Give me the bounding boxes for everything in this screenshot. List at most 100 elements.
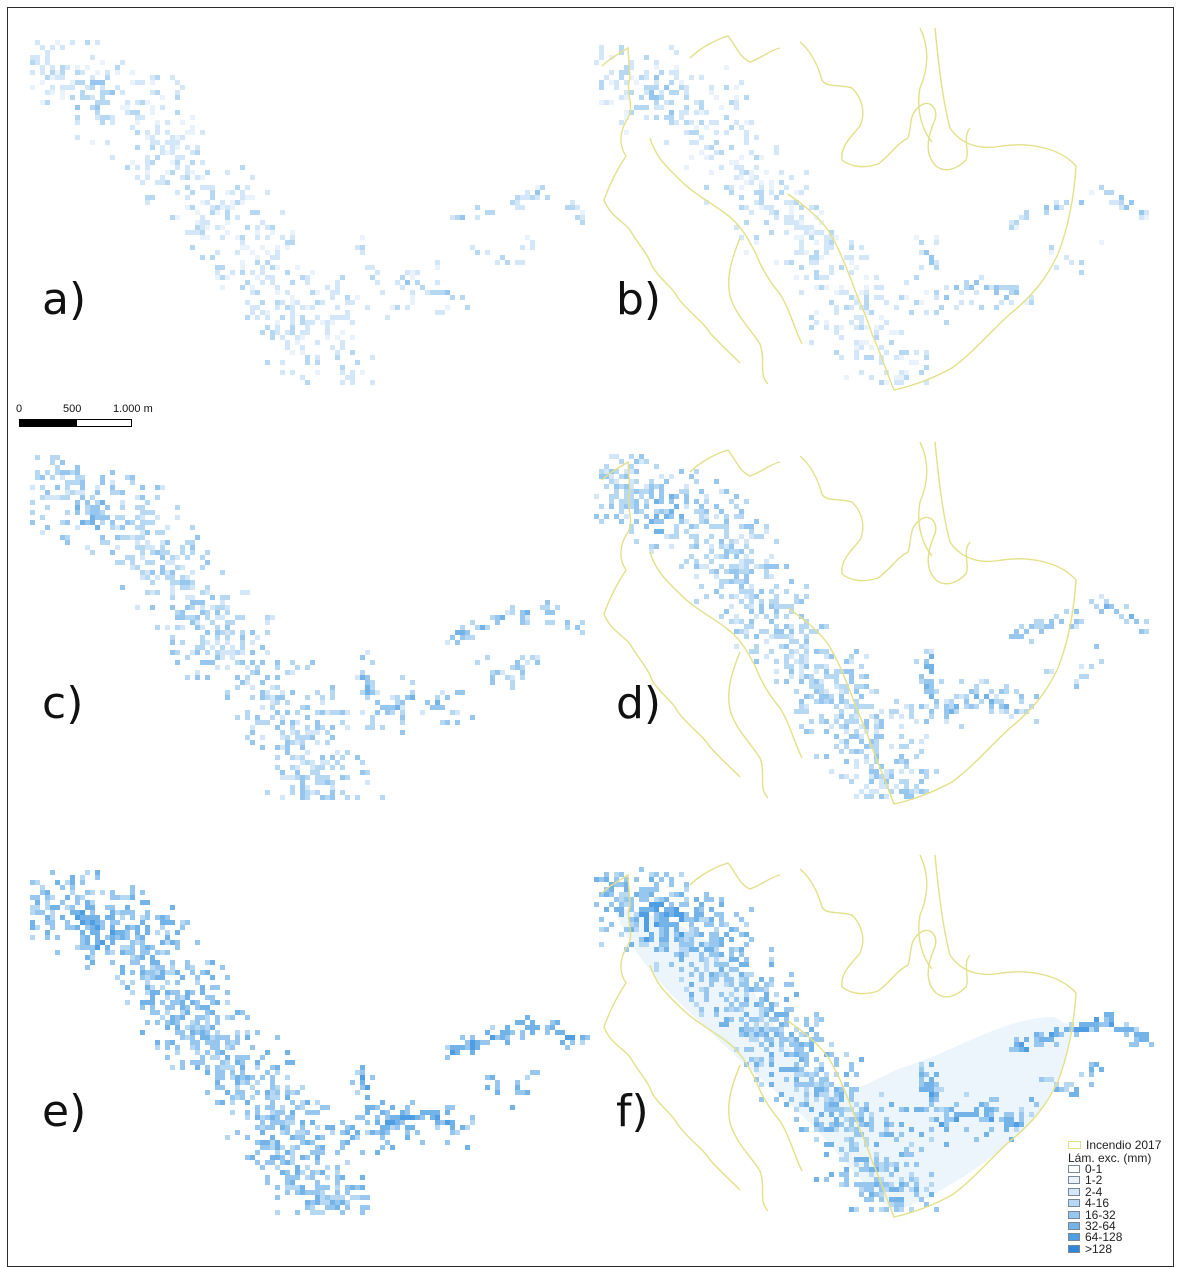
runoff-cell [794, 649, 799, 654]
runoff-cell [744, 569, 749, 574]
runoff-cell [599, 917, 604, 922]
runoff-cell [1094, 1027, 1099, 1032]
runoff-cell [1074, 679, 1079, 684]
runoff-cell [515, 1020, 520, 1025]
runoff-cell [769, 589, 774, 594]
runoff-cell [100, 510, 105, 515]
runoff-cell [849, 779, 854, 784]
runoff-cell [485, 1085, 490, 1090]
runoff-cell [305, 705, 310, 710]
runoff-cell [70, 910, 75, 915]
runoff-cell [110, 930, 115, 935]
runoff-cell [160, 975, 165, 980]
runoff-cell [245, 1075, 250, 1080]
runoff-cell [809, 684, 814, 689]
runoff-cell [275, 330, 280, 335]
runoff-cell [390, 695, 395, 700]
runoff-cell [794, 599, 799, 604]
runoff-cell [984, 1102, 989, 1107]
runoff-cell [934, 235, 939, 240]
runoff-cell [724, 534, 729, 539]
runoff-cell [794, 1047, 799, 1052]
runoff-cell [150, 965, 155, 970]
runoff-cell [829, 1112, 834, 1117]
runoff-cell [300, 345, 305, 350]
runoff-cell [849, 669, 854, 674]
runoff-cell [90, 945, 95, 950]
runoff-cell [190, 525, 195, 530]
runoff-cell [759, 1042, 764, 1047]
runoff-cell [175, 565, 180, 570]
runoff-cell [679, 489, 684, 494]
runoff-cell [739, 534, 744, 539]
runoff-cell [619, 504, 624, 509]
runoff-cell [849, 320, 854, 325]
runoff-cell [744, 604, 749, 609]
runoff-cell [275, 320, 280, 325]
runoff-cell [864, 1137, 869, 1142]
runoff-cell [814, 320, 819, 325]
runoff-cell [854, 1182, 859, 1187]
runoff-cell [1034, 1037, 1039, 1042]
runoff-cell [744, 932, 749, 937]
runoff-cell [749, 210, 754, 215]
runoff-cell [804, 729, 809, 734]
runoff-cell [844, 1082, 849, 1087]
runoff-cell [784, 1067, 789, 1072]
runoff-cell [699, 105, 704, 110]
runoff-cell [714, 524, 719, 529]
runoff-cell [1109, 1012, 1114, 1017]
runoff-cell [265, 1145, 270, 1150]
runoff-cell [844, 744, 849, 749]
runoff-cell [699, 942, 704, 947]
runoff-cell [55, 465, 60, 470]
runoff-cell [380, 1125, 385, 1130]
runoff-cell [205, 225, 210, 230]
runoff-cell [914, 275, 919, 280]
runoff-cell [794, 992, 799, 997]
runoff-cell [350, 375, 355, 380]
runoff-cell [724, 1017, 729, 1022]
runoff-cell [684, 932, 689, 937]
runoff-cell [140, 945, 145, 950]
runoff-cell [270, 255, 275, 260]
runoff-cell [130, 565, 135, 570]
legend-title: Lám. exc. (mm) [1068, 1151, 1152, 1166]
runoff-cell [1074, 1087, 1079, 1092]
runoff-cell [879, 345, 884, 350]
runoff-cell [644, 499, 649, 504]
runoff-cell [984, 1117, 989, 1122]
runoff-cell [305, 730, 310, 735]
runoff-cell [555, 1030, 560, 1035]
runoff-cell [824, 694, 829, 699]
runoff-cell [150, 570, 155, 575]
runoff-cell [829, 724, 834, 729]
runoff-cell [215, 1055, 220, 1060]
runoff-cell [100, 940, 105, 945]
runoff-cell [874, 1192, 879, 1197]
runoff-cell [774, 1012, 779, 1017]
runoff-cell [325, 740, 330, 745]
legend-fire-entry: Incendio 2017 [1068, 1139, 1180, 1151]
runoff-cell [520, 1030, 525, 1035]
runoff-cell [769, 962, 774, 967]
runoff-cell [110, 925, 115, 930]
runoff-cell [500, 615, 505, 620]
runoff-cell [954, 704, 959, 709]
runoff-cell [185, 1010, 190, 1015]
runoff-cell [225, 595, 230, 600]
runoff-cell [520, 1020, 525, 1025]
runoff-cell [974, 290, 979, 295]
runoff-cell [789, 1067, 794, 1072]
runoff-cell [1089, 1067, 1094, 1072]
runoff-cell [185, 1005, 190, 1010]
runoff-cell [380, 1130, 385, 1135]
runoff-cell [969, 704, 974, 709]
runoff-cell [510, 680, 515, 685]
runoff-cell [130, 895, 135, 900]
runoff-cell [739, 619, 744, 624]
runoff-cell [125, 165, 130, 170]
runoff-cell [824, 1152, 829, 1157]
runoff-cell [784, 1037, 789, 1042]
runoff-cell [195, 1045, 200, 1050]
